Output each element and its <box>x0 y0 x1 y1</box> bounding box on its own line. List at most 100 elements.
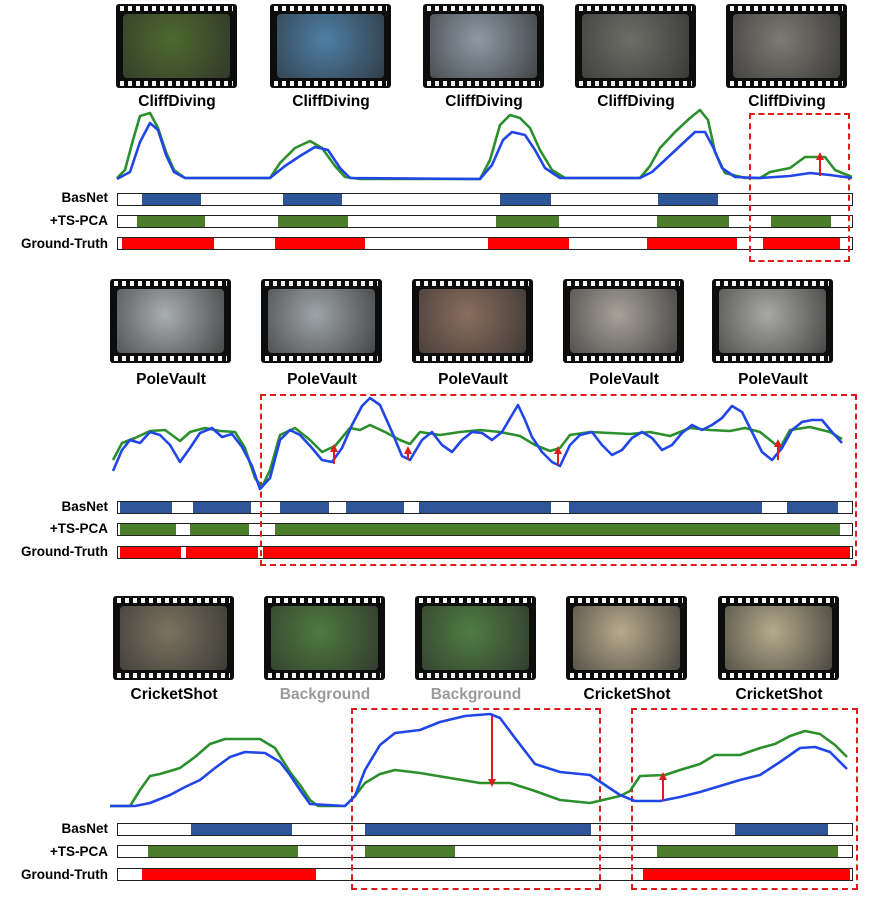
video-frame <box>726 4 847 88</box>
tspca-segment <box>120 524 176 535</box>
ground-truth-segment <box>488 238 569 249</box>
basnet-segment <box>120 502 172 513</box>
frame-image <box>419 289 526 353</box>
tspca-segment <box>278 216 348 227</box>
tspca-score-curve <box>116 108 853 181</box>
frame-image <box>570 289 677 353</box>
ground-truth-segment <box>647 238 737 249</box>
frame-caption: CliffDiving <box>748 93 826 110</box>
basnet-bar <box>117 193 853 206</box>
basnet-label: BasNet <box>61 821 108 836</box>
frame-caption: CricketShot <box>735 686 823 703</box>
ground-truth-label: Ground-Truth <box>21 544 108 559</box>
frame-image <box>268 289 375 353</box>
basnet-label: BasNet <box>61 190 108 205</box>
video-frame <box>712 279 833 363</box>
basnet-segment <box>365 824 591 835</box>
frame-image <box>120 606 227 670</box>
ground-truth-bar <box>117 546 853 559</box>
tspca-bar <box>117 845 853 858</box>
frame-caption: CliffDiving <box>138 93 216 110</box>
frame-caption-background: Background <box>279 686 371 703</box>
frame-caption-background: Background <box>430 686 522 703</box>
frame-caption: PoleVault <box>738 371 808 388</box>
frame-caption: CliffDiving <box>597 93 675 110</box>
tspca-segment <box>275 524 840 535</box>
frame-image <box>123 14 230 78</box>
frame-image <box>277 14 384 78</box>
tspca-segment <box>771 216 831 227</box>
ground-truth-segment <box>120 547 181 558</box>
frame-caption: PoleVault <box>287 371 357 388</box>
ground-truth-label: Ground-Truth <box>21 867 108 882</box>
ground-truth-segment <box>186 547 258 558</box>
ground-truth-bar <box>117 237 853 250</box>
frame-caption: PoleVault <box>136 371 206 388</box>
basnet-segment <box>191 824 292 835</box>
frame-caption: PoleVault <box>589 371 659 388</box>
basnet-label: BasNet <box>61 499 108 514</box>
basnet-segment <box>569 502 762 513</box>
basnet-bar <box>117 501 853 514</box>
frame-image <box>117 289 224 353</box>
tspca-segment <box>148 846 298 857</box>
frame-image <box>430 14 537 78</box>
video-frame <box>412 279 533 363</box>
tspca-label: +TS-PCA <box>49 844 108 859</box>
video-frame <box>264 596 385 680</box>
basnet-segment <box>346 502 404 513</box>
basnet-segment <box>658 194 718 205</box>
highlight-box <box>749 113 850 262</box>
tspca-score-curve <box>111 423 843 489</box>
frame-image <box>422 606 529 670</box>
frame-image <box>725 606 832 670</box>
basnet-bar <box>117 823 853 836</box>
frame-caption: CricketShot <box>583 686 671 703</box>
frame-caption: PoleVault <box>438 371 508 388</box>
frame-image <box>271 606 378 670</box>
basnet-segment <box>142 194 201 205</box>
ground-truth-segment <box>275 238 365 249</box>
basnet-segment <box>735 824 828 835</box>
basnet-segment <box>280 502 329 513</box>
tspca-segment <box>657 216 729 227</box>
ground-truth-segment <box>122 238 214 249</box>
frame-caption: CliffDiving <box>445 93 523 110</box>
tspca-label: +TS-PCA <box>49 213 108 228</box>
highlight-box <box>260 394 857 566</box>
video-frame <box>575 4 696 88</box>
basnet-segment <box>283 194 342 205</box>
video-frame <box>566 596 687 680</box>
tspca-segment <box>137 216 205 227</box>
basnet-segment <box>787 502 838 513</box>
video-frame <box>415 596 536 680</box>
ground-truth-segment <box>643 869 850 880</box>
video-frame <box>113 596 234 680</box>
frame-caption: CricketShot <box>130 686 218 703</box>
frame-image <box>582 14 689 78</box>
frame-image <box>719 289 826 353</box>
ground-truth-bar <box>117 868 853 881</box>
ground-truth-segment <box>763 238 840 249</box>
frame-image <box>573 606 680 670</box>
basnet-score-curve <box>110 712 848 808</box>
video-frame <box>423 4 544 88</box>
frame-image <box>733 14 840 78</box>
tspca-segment <box>190 524 249 535</box>
tspca-bar <box>117 523 853 536</box>
basnet-segment <box>193 502 251 513</box>
ground-truth-segment <box>263 547 850 558</box>
tspca-segment <box>365 846 455 857</box>
video-frame <box>110 279 231 363</box>
tspca-segment <box>496 216 559 227</box>
ground-truth-segment <box>142 869 316 880</box>
frame-caption: CliffDiving <box>292 93 370 110</box>
video-frame <box>116 4 237 88</box>
tspca-segment <box>657 846 838 857</box>
basnet-segment <box>500 194 551 205</box>
tspca-score-curve <box>110 729 848 808</box>
tspca-label: +TS-PCA <box>49 521 108 536</box>
video-frame <box>563 279 684 363</box>
video-frame <box>718 596 839 680</box>
